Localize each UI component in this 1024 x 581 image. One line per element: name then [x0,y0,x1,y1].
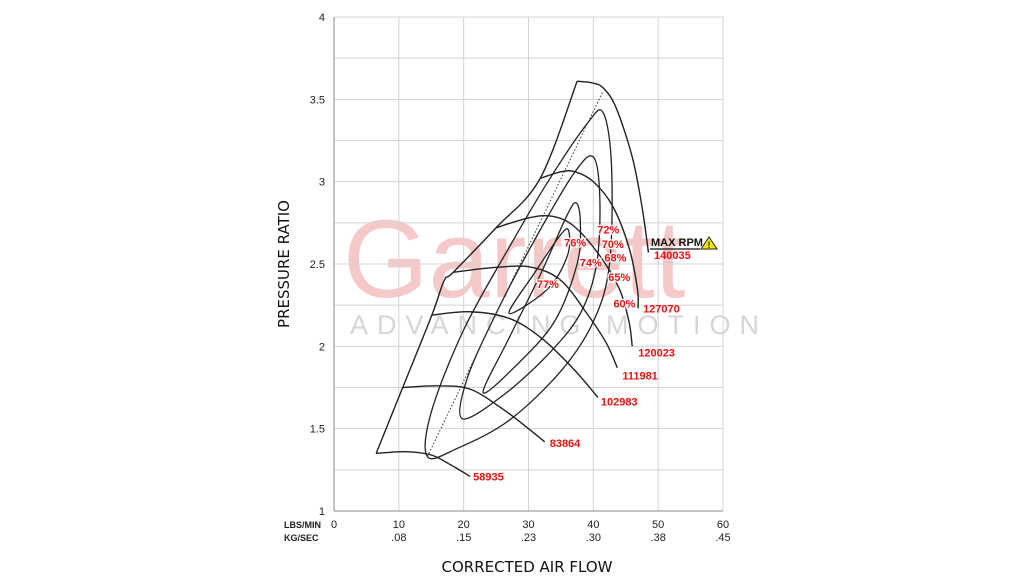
speed-line [453,265,618,369]
x-tick-label: 0 [331,519,337,531]
x-tick-label: 10 [393,519,405,531]
x-secondary-tick-label: .45 [715,532,730,544]
efficiency-label: 72% [597,224,619,236]
warning-icon: ! [700,236,718,250]
watermark: Garrett ADVANCING MOTION [343,198,768,340]
y-tick-label: 2.5 [310,259,325,271]
x-unit-secondary: KG/SEC [284,533,319,543]
peak-efficiency-line [426,90,604,457]
efficiency-islands [424,90,613,460]
speed-line [431,311,599,398]
y-axis-label: PRESSURE RATIO [275,200,293,328]
x-tick-label: 40 [587,519,599,531]
efficiency-label: 76% [564,238,586,250]
watermark-tagline: ADVANCING MOTION [350,310,768,340]
x-unit-primary: LBS/MIN [284,520,321,530]
speed-line [402,385,546,443]
axes: 0 10.08 20.15 30.23 40.30 50.38 60.45 1 1.5 2 2.5 3… [310,12,731,544]
efficiency-island [482,202,582,394]
speed-lines [375,80,650,478]
speed-line [539,170,639,309]
max-rpm-value: 140035 [654,250,691,262]
x-tick-label: 20 [458,519,470,531]
x-secondary-tick-label: .15 [456,532,471,544]
x-tick-label: 60 [717,519,729,531]
chart-labels: 58935 83864 102983 111981 120023 127070 77% 76%… [473,223,680,483]
speed-line [577,80,650,253]
efficiency-label: 68% [604,252,626,264]
svg-text:!: ! [708,240,711,250]
y-tick-label: 3 [319,177,325,189]
x-axis-label: CORRECTED AIR FLOW [442,558,613,576]
efficiency-label: 60% [613,299,635,311]
watermark-brand: Garrett [343,198,685,321]
x-tick-label: 30 [522,519,534,531]
y-tick-label: 1.5 [310,424,325,436]
speed-line [376,451,471,478]
speed-line-label: 120023 [638,347,675,359]
speed-line-label: 58935 [473,471,504,483]
y-tick-label: 1 [319,506,325,518]
efficiency-label: 65% [608,272,630,284]
x-secondary-tick-label: .30 [586,532,601,544]
y-tick-label: 2 [319,341,325,353]
speed-line-label: 111981 [622,371,658,383]
efficiency-island [424,109,613,460]
x-secondary-tick-label: .08 [391,532,406,544]
efficiency-label: 70% [602,239,624,251]
grid [333,16,724,512]
max-rpm-label: MAX RPM [651,237,703,249]
efficiency-label: 77% [537,279,559,291]
x-secondary-tick-label: .23 [521,532,536,544]
y-tick-label: 4 [319,12,325,24]
efficiency-label: 74% [580,257,602,269]
speed-line-label: 102983 [601,396,638,408]
y-tick-label: 3.5 [310,94,325,106]
speed-line [495,214,633,347]
x-secondary-tick-label: .38 [651,532,666,544]
speed-line-label: 83864 [550,438,581,450]
x-tick-label: 50 [652,519,664,531]
speed-line-label: 127070 [643,303,680,315]
max-rpm-annotation: MAX RPM ! 140035 [650,236,718,262]
efficiency-island [508,228,571,315]
